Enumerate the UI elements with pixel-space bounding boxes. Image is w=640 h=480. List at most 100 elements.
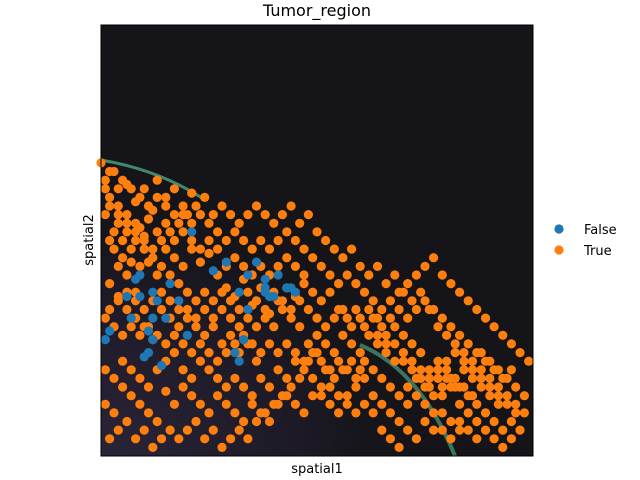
point-true xyxy=(485,391,495,401)
point-true xyxy=(126,391,136,401)
point-true xyxy=(377,304,387,315)
point-true xyxy=(148,244,158,254)
point-true xyxy=(347,339,357,349)
point-true xyxy=(230,227,240,237)
point-true xyxy=(398,356,408,366)
point-true xyxy=(169,184,179,194)
point-true xyxy=(100,175,110,185)
point-true xyxy=(161,244,171,254)
point-true xyxy=(519,408,530,418)
point-true xyxy=(152,192,162,202)
point-true xyxy=(282,227,292,237)
point-true xyxy=(312,330,322,340)
point-true xyxy=(105,434,115,444)
point-true xyxy=(178,227,188,237)
point-true xyxy=(174,304,184,315)
point-true xyxy=(429,391,439,401)
point-true xyxy=(455,330,465,340)
point-true xyxy=(109,244,119,254)
point-true xyxy=(394,416,404,427)
points-layer xyxy=(96,158,534,452)
point-true xyxy=(135,373,145,383)
point-true xyxy=(118,235,128,246)
point-true xyxy=(178,382,188,392)
point-true xyxy=(455,382,465,392)
point-true xyxy=(403,425,413,435)
point-true xyxy=(498,425,508,435)
point-true xyxy=(277,296,287,306)
point-true xyxy=(269,218,279,228)
point-true xyxy=(148,253,158,263)
point-true xyxy=(247,244,257,254)
point-true xyxy=(260,313,270,323)
point-true xyxy=(221,348,231,358)
point-false xyxy=(208,266,218,276)
point-true xyxy=(407,356,417,366)
point-true xyxy=(489,434,499,444)
point-true xyxy=(381,330,391,340)
point-true xyxy=(420,261,430,271)
point-false xyxy=(260,283,270,293)
point-true xyxy=(230,408,240,418)
point-true xyxy=(105,201,115,211)
point-true xyxy=(446,434,456,444)
point-false xyxy=(234,356,244,366)
point-true xyxy=(308,348,318,358)
point-true xyxy=(282,373,292,383)
point-true xyxy=(347,322,357,332)
point-true xyxy=(420,382,430,392)
point-true xyxy=(485,356,495,366)
point-true xyxy=(118,382,128,392)
point-true xyxy=(446,373,456,383)
point-true xyxy=(161,192,171,202)
point-true xyxy=(381,339,391,349)
point-true xyxy=(243,313,253,323)
point-true xyxy=(334,279,344,289)
point-true xyxy=(182,425,192,435)
point-true xyxy=(359,322,370,332)
point-true xyxy=(493,365,503,375)
point-true xyxy=(480,425,491,435)
point-true xyxy=(118,175,128,185)
point-true xyxy=(226,330,236,340)
point-true xyxy=(256,348,266,358)
point-true xyxy=(295,296,305,306)
point-true xyxy=(178,339,188,349)
point-true xyxy=(273,261,283,271)
point-false xyxy=(156,360,167,371)
point-true xyxy=(126,257,136,267)
point-true xyxy=(161,201,171,211)
point-true xyxy=(109,166,119,177)
point-true xyxy=(524,356,534,366)
point-false xyxy=(135,291,145,302)
y-axis-label: spatial2 xyxy=(82,214,97,266)
point-true xyxy=(200,287,210,297)
point-false xyxy=(234,287,244,297)
point-true xyxy=(122,304,132,315)
point-true xyxy=(277,391,287,401)
point-true xyxy=(256,235,266,246)
point-true xyxy=(269,322,279,332)
point-false xyxy=(122,291,132,302)
point-true xyxy=(308,253,318,263)
point-true xyxy=(316,356,326,366)
point-true xyxy=(511,408,521,418)
point-true xyxy=(299,408,309,418)
point-true xyxy=(191,416,201,427)
point-true xyxy=(299,279,309,289)
point-false xyxy=(126,313,136,323)
point-false xyxy=(243,270,253,280)
point-true xyxy=(377,373,387,383)
point-true xyxy=(113,261,123,271)
point-true xyxy=(368,391,378,401)
point-true xyxy=(251,296,262,306)
series-false xyxy=(100,227,300,371)
point-true xyxy=(390,356,400,366)
point-true xyxy=(113,184,123,194)
point-true xyxy=(385,382,395,392)
point-true xyxy=(385,313,395,323)
point-true xyxy=(139,235,149,246)
point-true xyxy=(450,339,460,349)
point-true xyxy=(338,330,348,340)
